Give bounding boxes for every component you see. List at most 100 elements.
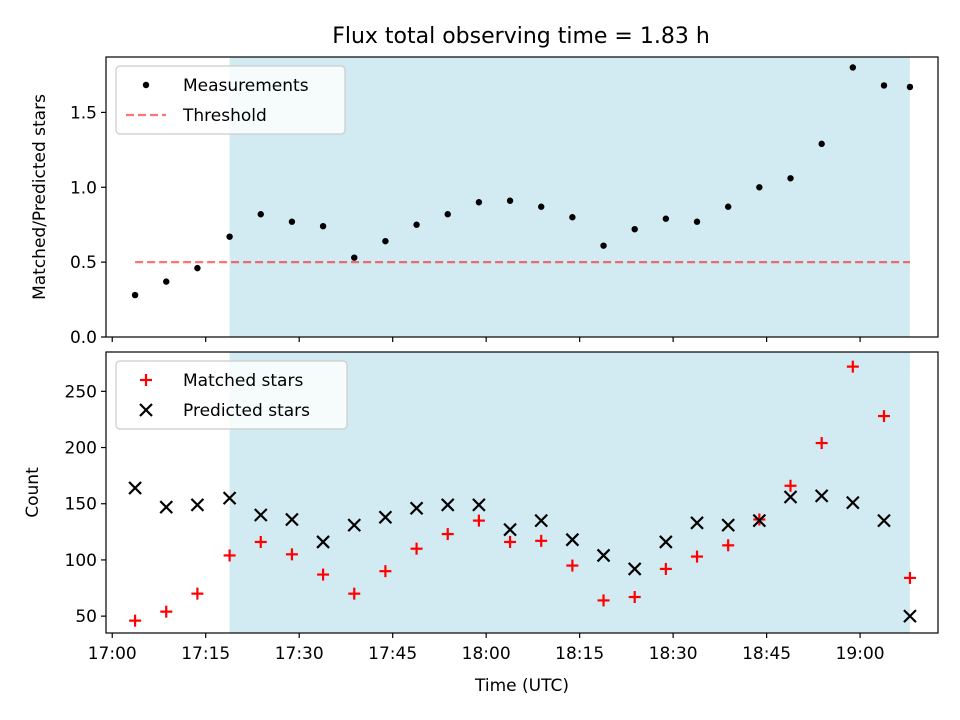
point-dot — [906, 83, 914, 91]
point-x-b — [877, 513, 891, 528]
point-plus — [846, 360, 859, 373]
point-dot — [880, 82, 888, 89]
point-plus — [722, 539, 735, 552]
point-x — [846, 495, 860, 510]
point-dot — [818, 140, 825, 148]
point-dot — [131, 291, 139, 299]
point-plus — [504, 535, 517, 548]
point-plus — [191, 587, 204, 600]
point-dot — [163, 278, 170, 285]
point-plus — [317, 568, 330, 581]
point-dot — [288, 218, 296, 225]
point-x-b — [721, 518, 735, 532]
y-tick-label: 1.0 — [70, 178, 97, 198]
point-plus — [877, 410, 890, 423]
point-x-b — [903, 609, 917, 623]
point-plus — [566, 559, 579, 572]
point-plus — [254, 535, 267, 548]
point-x — [783, 490, 798, 504]
axes-frame — [105, 56, 939, 338]
point-plus — [659, 562, 672, 575]
x-tick-label: 17:45 — [368, 644, 417, 664]
point-dot — [319, 222, 327, 230]
point-plus — [597, 594, 610, 607]
x-tick-label: 17:00 — [88, 644, 137, 664]
point-x — [690, 516, 704, 530]
point-dot — [413, 221, 420, 228]
point-dot — [382, 237, 389, 245]
point-x-b — [472, 498, 486, 512]
point-dot — [351, 254, 358, 261]
point-x-b — [378, 510, 393, 525]
legend-label: Predicted stars — [183, 401, 310, 421]
y-tick-label: 0.0 — [70, 328, 97, 348]
point-x-b — [128, 481, 142, 495]
point-dot — [226, 233, 233, 240]
point-plus — [815, 437, 828, 450]
point-dot — [849, 64, 857, 71]
point-dot — [538, 203, 545, 210]
point-x — [721, 518, 735, 532]
point-x — [409, 501, 424, 516]
point-plus — [903, 571, 916, 584]
axes-frame — [105, 351, 939, 634]
point-x — [190, 498, 205, 512]
point-x-b — [534, 513, 548, 528]
point-x — [378, 510, 393, 525]
point-dot — [631, 225, 638, 233]
point-plus — [784, 479, 797, 492]
legend-box — [115, 65, 346, 135]
point-dot — [600, 242, 607, 249]
point-dot — [444, 211, 451, 218]
point-x — [222, 491, 237, 505]
point-x — [659, 535, 673, 549]
point-x — [565, 532, 580, 547]
legend-swatch-x — [139, 403, 153, 417]
point-dot — [475, 199, 483, 206]
legend-label: Matched stars — [183, 371, 303, 391]
point-plus — [691, 550, 704, 563]
point-dot — [693, 218, 701, 225]
point-x — [285, 512, 299, 527]
point-x — [534, 513, 548, 528]
point-x-b — [316, 535, 330, 549]
point-plus — [628, 591, 641, 604]
point-x — [877, 513, 891, 528]
point-plus — [379, 565, 392, 578]
legend-swatch-dot — [142, 81, 150, 89]
point-x — [316, 535, 330, 549]
point-x — [596, 548, 611, 563]
point-x-b — [503, 522, 517, 537]
x-tick-label: 18:15 — [555, 644, 604, 664]
y-axis-label: Matched/Predicted stars — [30, 94, 50, 300]
y-tick-label: 150 — [65, 495, 97, 515]
point-x — [159, 500, 174, 514]
point-x-b — [752, 513, 767, 528]
count-panel: 50 100 150 200 250 17:00 17:15 17:30 17:45 18:00 1… — [23, 351, 939, 696]
x-tick-label: 19:00 — [836, 644, 885, 664]
x-tick-label: 18:00 — [462, 644, 511, 664]
x-axis-label: Time (UTC) — [474, 676, 569, 696]
point-dot — [787, 175, 794, 182]
point-plus — [472, 514, 485, 527]
point-dot — [506, 197, 514, 204]
point-dot — [724, 203, 732, 210]
point-x — [814, 489, 829, 503]
point-x-b — [596, 548, 611, 563]
point-x — [347, 518, 362, 532]
point-plus — [223, 549, 236, 562]
point-x — [440, 498, 455, 512]
point-x-b — [565, 532, 580, 547]
point-plus — [129, 614, 142, 627]
point-x — [472, 498, 486, 512]
y-tick-label: 200 — [65, 439, 97, 459]
point-x — [903, 609, 917, 623]
y-axis-label: Count — [23, 467, 43, 518]
legend-label: Measurements — [183, 76, 309, 96]
point-x — [503, 522, 517, 537]
point-x — [752, 513, 767, 528]
y-tick-label: 0.5 — [70, 253, 97, 273]
point-plus — [410, 542, 423, 555]
point-plus — [441, 528, 454, 541]
point-x-b — [190, 498, 205, 512]
